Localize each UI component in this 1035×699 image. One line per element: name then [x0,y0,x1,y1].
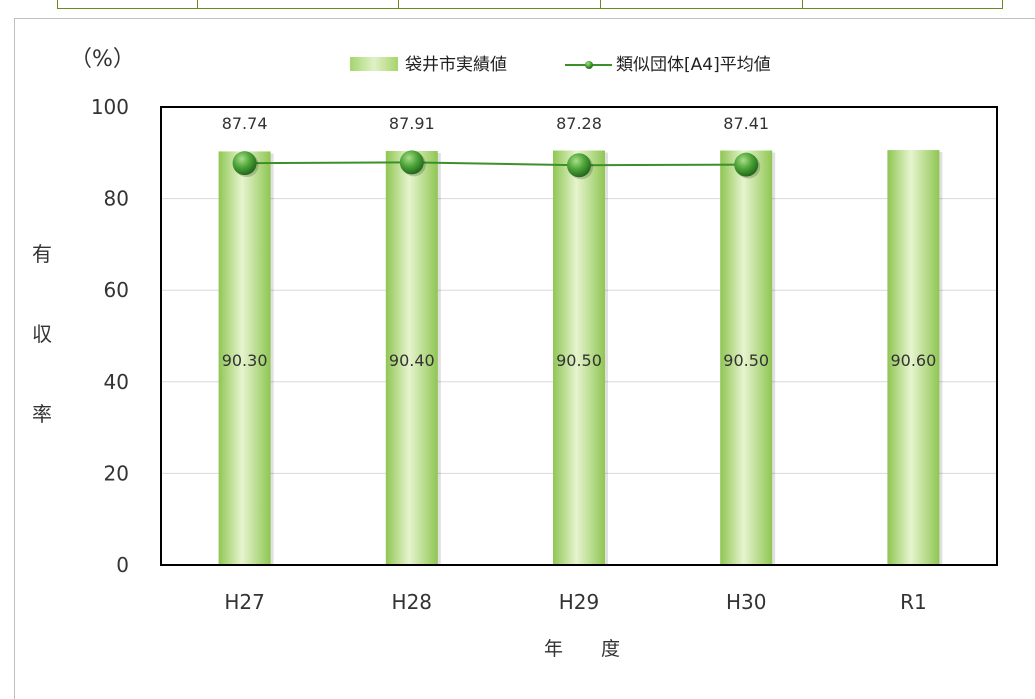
x-tick-label: H27 [224,590,265,614]
line-marker [232,151,257,176]
top-table-strip [57,0,1003,9]
chart-frame [14,18,1035,699]
y-tick-label: 0 [116,553,129,577]
bar [553,150,605,565]
x-tick-label: R1 [900,590,927,614]
line-marker [734,152,759,177]
plot-area-border [160,106,998,566]
legend-swatch-bar [350,57,398,71]
y-axis-title-char: 率 [32,402,52,426]
top-table-divider [398,0,399,8]
y-unit-label: （%） [70,47,135,72]
y-axis-title-char: 有 [32,242,52,266]
y-axis-title-char: 収 [32,322,52,346]
line-value-label: 87.28 [556,114,602,133]
line-marker [399,150,424,175]
y-tick-label: 20 [104,461,129,485]
bar [218,151,271,565]
bar-value-label: 90.40 [389,351,435,370]
chart: 90.30 90.40 90.50 90.50 90.60 87.74 87.91 87.28… [32,47,998,660]
y-tick-label: 100 [91,95,129,119]
bar [887,150,940,565]
legend: 袋井市実績値 類似団体[A4]平均値 [350,55,771,75]
y-tick-label: 60 [104,278,129,302]
x-axis-title: 年 度 [544,638,620,660]
y-axis-title: 有収率 [32,242,52,426]
line-value-label: 87.74 [222,114,268,133]
legend-swatch-marker [585,61,593,69]
y-tick-label: 80 [104,187,129,211]
bar-value-label: 90.60 [890,351,936,370]
x-tick-label: H28 [392,590,433,614]
bar [720,150,773,565]
bar [385,150,438,565]
top-table-divider [197,0,198,8]
x-tick-label: H29 [559,590,600,614]
line-value-label: 87.41 [723,114,769,133]
bar-value-label: 90.50 [723,351,769,370]
legend-label-line: 類似団体[A4]平均値 [616,55,771,75]
bar-value-label: 90.30 [222,351,268,370]
top-table-divider [600,0,601,8]
line-series-path [244,161,747,167]
bar-value-label: 90.50 [556,351,602,370]
x-tick-label: H30 [726,590,767,614]
line-marker [567,153,591,178]
top-table-divider [802,0,803,8]
legend-label-bar: 袋井市実績値 [405,55,507,75]
line-value-label: 87.91 [389,114,435,133]
y-tick-label: 40 [104,370,129,394]
